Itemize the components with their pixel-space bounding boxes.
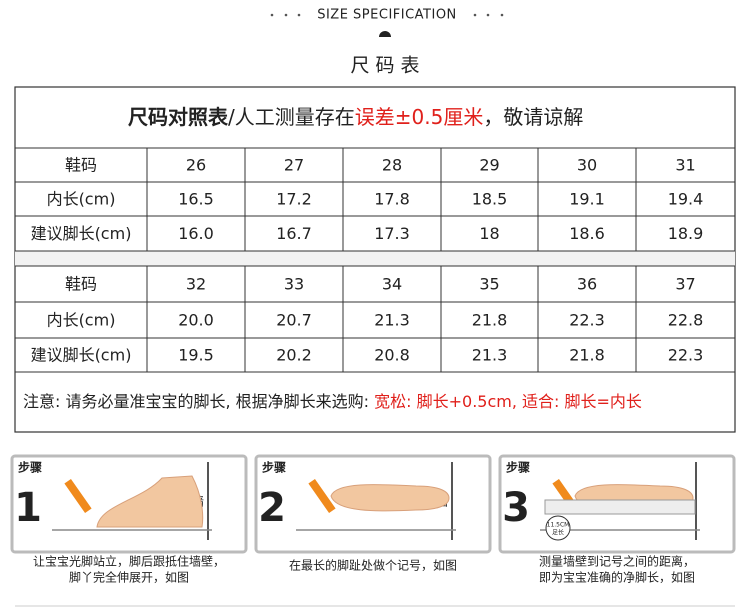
- pencil: [64, 478, 92, 514]
- step-label: 步骤: [506, 460, 530, 475]
- cell: 21.8: [569, 346, 605, 365]
- cell: 17.2: [276, 190, 312, 209]
- cell: 21.8: [472, 311, 508, 330]
- table-title: 尺码对照表/人工测量存在误差±0.5厘米，敬请谅解: [128, 105, 583, 129]
- step-panel: 步骤2靠墙在最长的脚趾处做个记号，如图: [254, 454, 492, 573]
- ruler-label: 11.5CM: [547, 522, 570, 529]
- pencil: [308, 478, 336, 514]
- cell: 34: [382, 275, 402, 294]
- note-text: 注意: 请务必量准宝宝的脚长, 根据净脚长来选购:: [23, 392, 374, 411]
- step-number: 1: [14, 485, 42, 531]
- cell: 28: [382, 156, 402, 175]
- header-subtitle: SIZE SPECIFICATION: [317, 8, 457, 23]
- cell: 20.7: [276, 311, 312, 330]
- cell: 18.9: [668, 224, 704, 243]
- cell: 19.5: [178, 346, 214, 365]
- magnifier: [545, 515, 571, 541]
- row-header: 鞋码: [65, 275, 97, 294]
- row-header: 内长(cm): [47, 311, 116, 330]
- step-caption: 即为宝宝准确的净脚长，如图: [539, 570, 695, 585]
- cell: 31: [675, 156, 695, 175]
- step-caption: 脚丫完全伸展开，如图: [69, 570, 189, 585]
- cell: 16.7: [276, 224, 312, 243]
- cell: 19.4: [668, 190, 704, 209]
- title-red: 误差±0.5厘米: [355, 105, 484, 129]
- cell: 35: [479, 275, 499, 294]
- cell: 21.3: [472, 346, 508, 365]
- step-caption: 测量墙壁到记号之间的距离，: [539, 554, 695, 569]
- step-number: 2: [258, 485, 286, 531]
- row-header: 内长(cm): [47, 190, 116, 209]
- cell: 19.1: [569, 190, 605, 209]
- foot: [330, 484, 450, 512]
- step-label: 步骤: [18, 460, 42, 475]
- cell: 22.3: [668, 346, 704, 365]
- row-header: 建议脚长(cm): [31, 224, 132, 243]
- row-header: 鞋码: [65, 156, 97, 175]
- header-title: 尺 码 表: [350, 55, 419, 77]
- ruler: [544, 499, 696, 515]
- title-normal: /人工测量存在: [228, 105, 355, 129]
- cell: 27: [284, 156, 304, 175]
- cell: 20.2: [276, 346, 312, 365]
- cell: 36: [577, 275, 597, 294]
- foot: [96, 475, 204, 528]
- cell: 17.8: [374, 190, 410, 209]
- cell: 20.8: [374, 346, 410, 365]
- cell: 16.5: [178, 190, 214, 209]
- cell: 33: [284, 275, 304, 294]
- cell: 18.5: [472, 190, 508, 209]
- header-dots: [270, 13, 504, 37]
- row-header: 建议脚长(cm): [31, 346, 132, 365]
- cell: 16.0: [178, 224, 214, 243]
- note-red: 宽松: 脚长+0.5cm, 适合: 脚长=内长: [374, 392, 642, 411]
- step-number: 3: [502, 485, 530, 531]
- cell: 22.3: [569, 311, 605, 330]
- step-caption: 让宝宝光脚站立，脚后跟抵住墙壁，: [33, 554, 225, 569]
- step-label: 步骤: [262, 460, 286, 475]
- title-tail: ，敬请谅解: [483, 105, 583, 129]
- table-note: 注意: 请务必量准宝宝的脚长, 根据净脚长来选购: 宽松: 脚长+0.5cm, …: [23, 392, 642, 411]
- cell: 20.0: [178, 311, 214, 330]
- cell: 21.3: [374, 311, 410, 330]
- cell: 18: [479, 224, 499, 243]
- cell: 18.6: [569, 224, 605, 243]
- ruler-sub: 足长: [552, 529, 564, 537]
- cell: 30: [577, 156, 597, 175]
- step-panel: 步骤1靠墙让宝宝光脚站立，脚后跟抵住墙壁，脚丫完全伸展开，如图: [10, 454, 248, 585]
- cell: 29: [479, 156, 499, 175]
- cell: 32: [186, 275, 206, 294]
- cell: 17.3: [374, 224, 410, 243]
- step-caption: 在最长的脚趾处做个记号，如图: [289, 558, 457, 573]
- cell: 37: [675, 275, 695, 294]
- cell: 22.8: [668, 311, 704, 330]
- cell: 26: [186, 156, 206, 175]
- title-bold: 尺码对照表: [128, 105, 229, 129]
- table-gap: [15, 251, 735, 266]
